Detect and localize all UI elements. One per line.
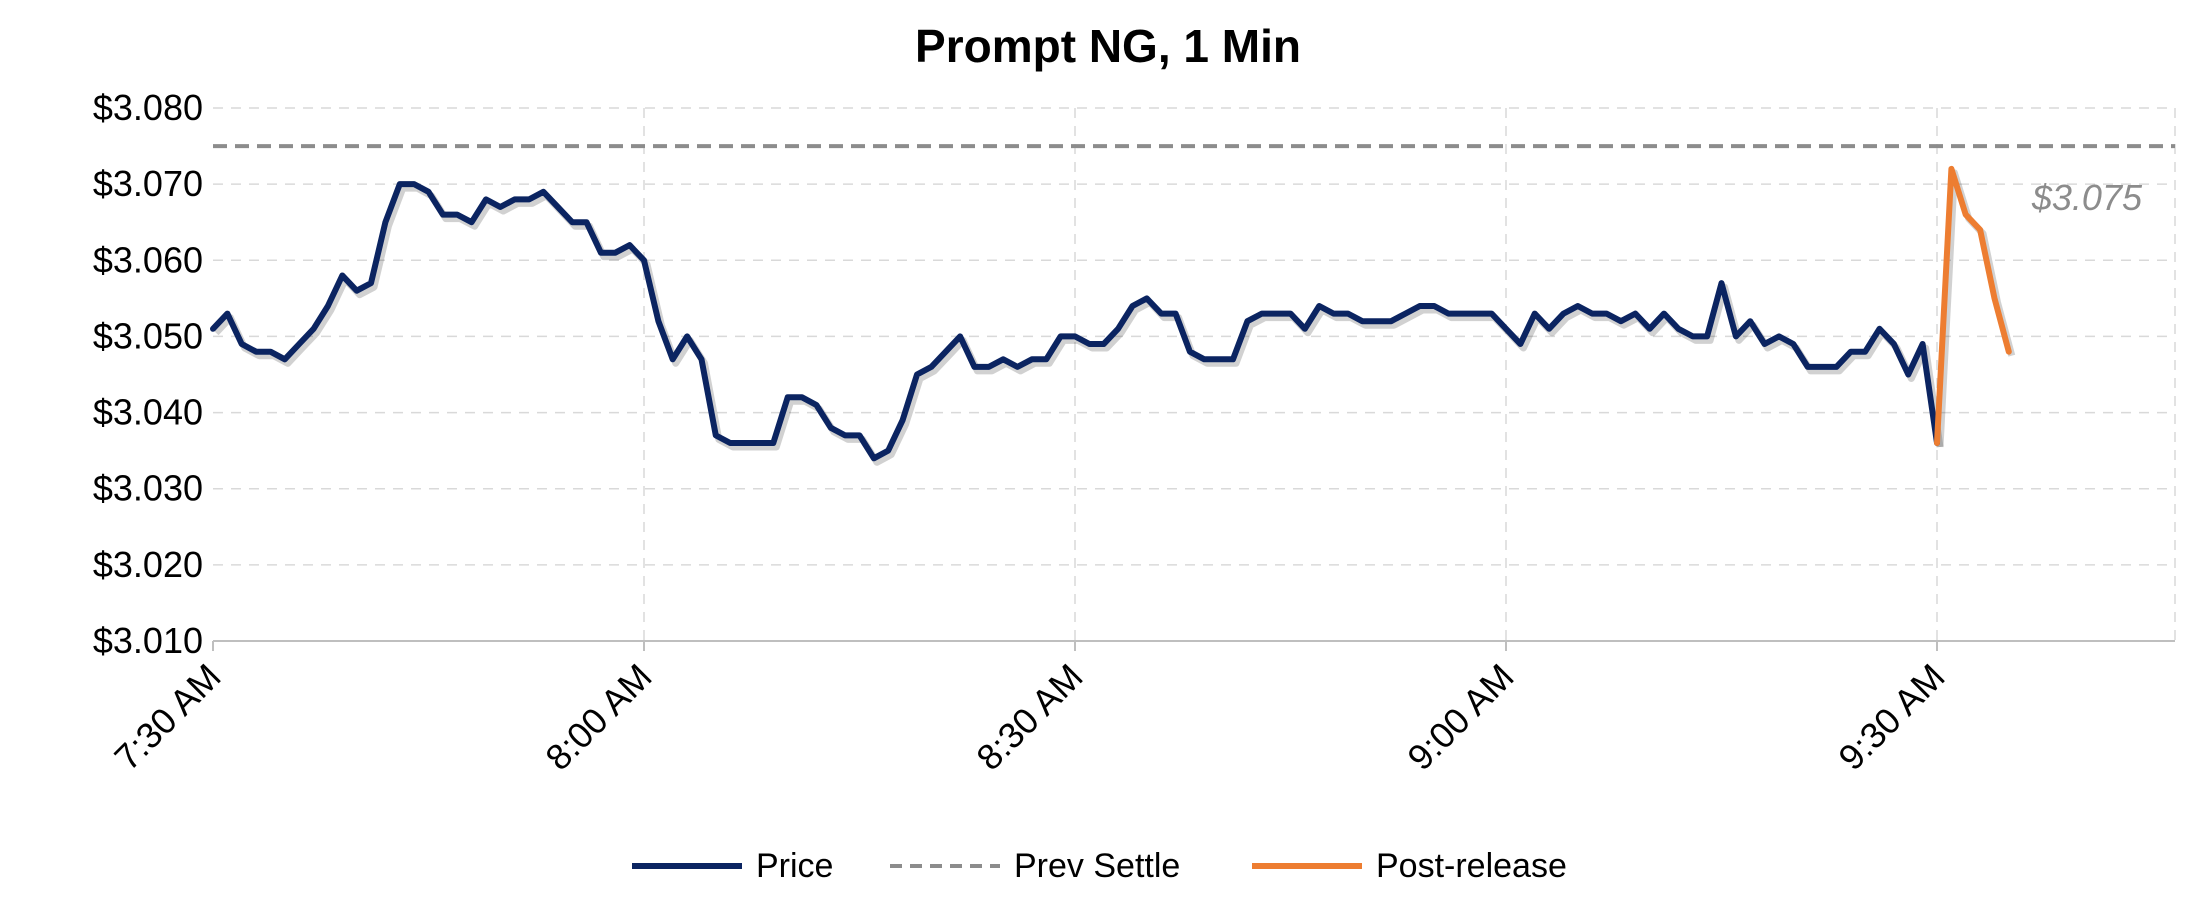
x-tick-label: 8:00 AM	[537, 656, 659, 778]
y-tick-label: $3.070	[93, 163, 203, 204]
chart-title: Prompt NG, 1 Min	[915, 20, 1301, 72]
series-line-post-release	[1934, 165, 2012, 446]
y-tick-label: $3.010	[93, 620, 203, 661]
y-tick-label: $3.050	[93, 315, 203, 356]
legend: Price Prev Settle Post-release	[632, 847, 1567, 885]
series-line-price	[210, 181, 1940, 462]
gridlines	[213, 107, 2176, 641]
x-tick-label: 9:00 AM	[1399, 656, 1521, 778]
x-tick-label: 7:30 AM	[106, 656, 228, 778]
y-axis: $3.010 $3.020 $3.030 $3.040 $3.050 $3.060 $3.0…	[93, 87, 203, 661]
legend-item-post-release: Post-release	[1252, 847, 1567, 885]
y-tick-label: $3.060	[93, 239, 203, 280]
annotations: $3.075	[2031, 177, 2143, 218]
legend-item-price: Price	[632, 847, 833, 885]
y-tick-label: $3.020	[93, 544, 203, 585]
series-lines	[210, 144, 2175, 466]
legend-label: Price	[756, 847, 833, 885]
x-axis: 7:30 AM 8:00 AM 8:30 AM 9:00 AM 9:30 AM	[106, 640, 2175, 778]
y-tick-label: $3.040	[93, 392, 203, 433]
y-tick-label: $3.030	[93, 468, 203, 509]
series-shadow-price	[213, 184, 1944, 466]
prev-settle-annotation: $3.075	[2031, 177, 2143, 218]
legend-label: Post-release	[1376, 847, 1567, 885]
y-tick-label: $3.080	[93, 87, 203, 128]
legend-item-prev-settle: Prev Settle	[890, 847, 1180, 885]
x-tick-label: 8:30 AM	[968, 656, 1090, 778]
x-tick-label: 9:30 AM	[1830, 656, 1952, 778]
legend-label: Prev Settle	[1014, 847, 1180, 885]
